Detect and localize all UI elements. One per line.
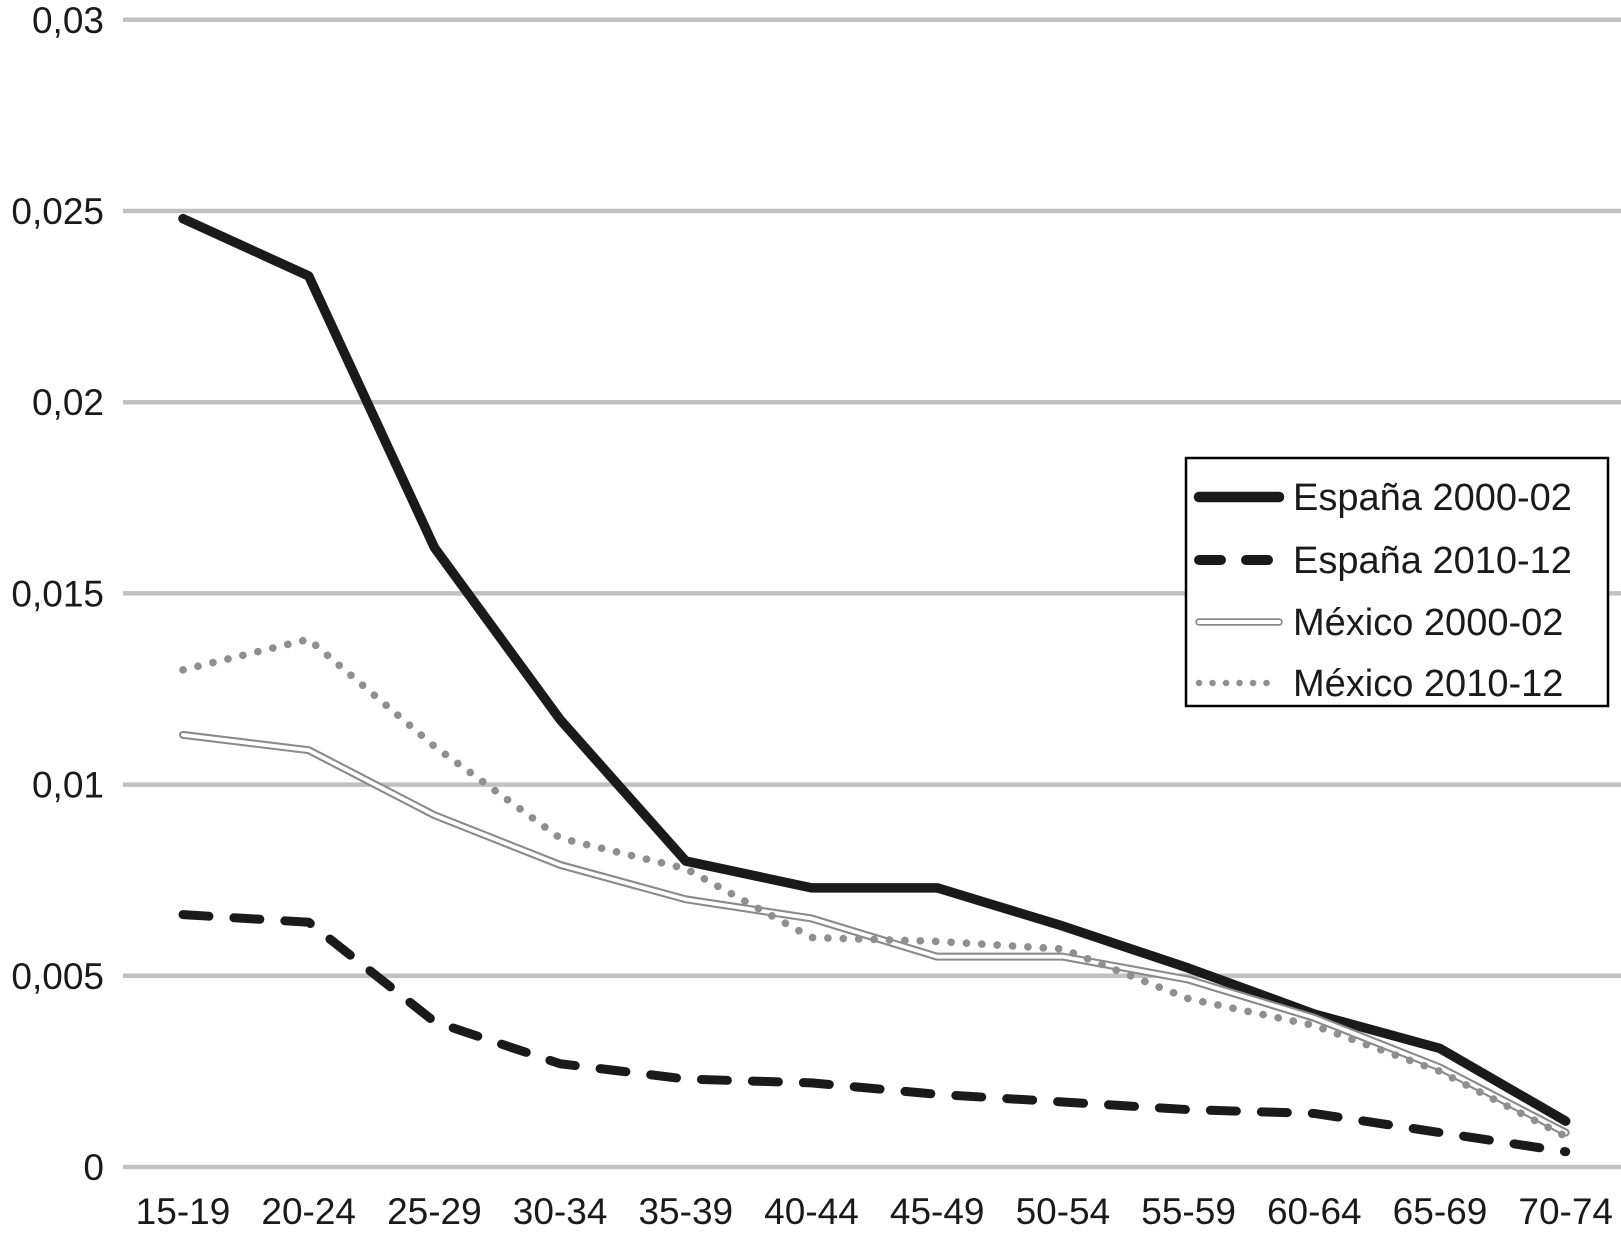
x-axis-tick-label: 55-59 xyxy=(1141,1191,1236,1232)
legend-item-label: España 2000-02 xyxy=(1293,477,1572,519)
legend-item-label: México 2010-12 xyxy=(1293,663,1563,705)
series xyxy=(178,213,1571,1157)
x-axis-tick-label: 50-54 xyxy=(1016,1191,1111,1232)
x-axis-tick-label: 60-64 xyxy=(1267,1191,1362,1232)
legend-item-mexico-2000-02: México 2000-02 xyxy=(1195,602,1563,644)
y-axis-tick-label: 0,025 xyxy=(11,191,104,232)
legend-item-espana-2010-12: España 2010-12 xyxy=(1194,540,1572,582)
x-axis-tick-label: 15-19 xyxy=(136,1191,231,1232)
x-axis-tick-label: 70-74 xyxy=(1518,1191,1613,1232)
x-axis-tick-label: 45-49 xyxy=(890,1191,985,1232)
x-axis: 15-19 20-24 25-29 30-34 35-39 40-44 45-49 50-54… xyxy=(136,1191,1613,1232)
y-axis-tick-label: 0,015 xyxy=(11,573,104,614)
legend-item-mexico-2010-12: México 2010-12 xyxy=(1195,663,1563,705)
y-axis-tick-label: 0,03 xyxy=(32,0,104,41)
y-axis-tick-label: 0,005 xyxy=(11,956,104,997)
series-line-mexico-2010-12 xyxy=(179,635,1570,1141)
y-axis-tick-label: 0 xyxy=(83,1147,104,1188)
x-axis-tick-label: 25-29 xyxy=(387,1191,482,1232)
x-axis-tick-label: 65-69 xyxy=(1393,1191,1488,1232)
x-axis-tick-label: 20-24 xyxy=(261,1191,356,1232)
y-axis-tick-label: 0,01 xyxy=(32,765,104,806)
legend: España 2000-02 España 2010-12 México 2000-… xyxy=(1184,456,1610,708)
x-axis-tick-label: 40-44 xyxy=(764,1191,859,1232)
legend-item-espana-2000-02: España 2000-02 xyxy=(1193,477,1572,519)
legend-item-label: México 2000-02 xyxy=(1293,602,1563,644)
y-axis-tick-label: 0,02 xyxy=(32,382,104,423)
series-line-espana-2000-02 xyxy=(178,213,1571,1126)
series-line-espana-2010-12 xyxy=(178,910,1571,1157)
x-axis-tick-label: 35-39 xyxy=(638,1191,733,1232)
y-axis: 0 0,005 0,01 0,015 0,02 0,025 0,03 xyxy=(11,0,104,1188)
legend-item-label: España 2010-12 xyxy=(1293,540,1572,582)
x-axis-tick-label: 30-34 xyxy=(513,1191,608,1232)
